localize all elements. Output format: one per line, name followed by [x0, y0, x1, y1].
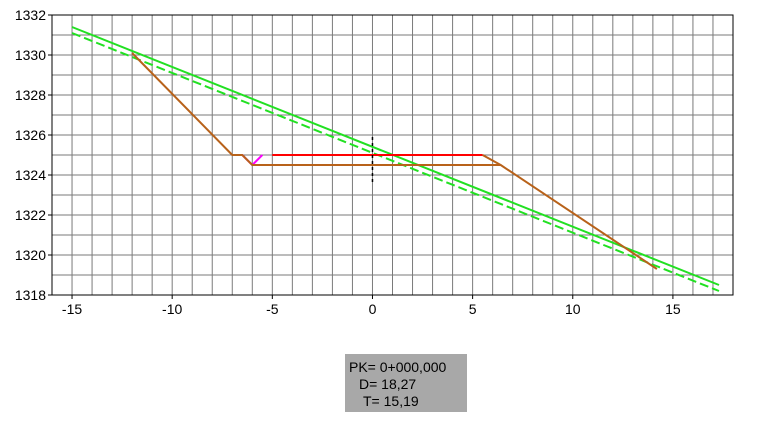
- grid-lines: [52, 15, 733, 295]
- y-tick-label: 1330: [15, 47, 46, 63]
- x-tick-label: 15: [665, 301, 681, 317]
- y-tick-label: 1322: [15, 207, 46, 223]
- y-tick-label: 1332: [15, 7, 46, 23]
- x-tick-label: -15: [62, 301, 82, 317]
- y-tick-label: 1318: [15, 287, 46, 303]
- pk-label: PK= 0+000,000: [349, 359, 447, 375]
- x-tick-label: 0: [369, 301, 377, 317]
- series-line-4: [131, 52, 658, 270]
- plot-frame: [51, 14, 734, 296]
- x-tick-label: -5: [266, 301, 279, 317]
- y-tick-label: 1324: [15, 167, 46, 183]
- x-tick-label: 5: [469, 301, 477, 317]
- series-line-5: [482, 154, 502, 166]
- distance-label: D= 18,27: [359, 376, 417, 392]
- y-axis-ticks: 1318 1320 1322 1324 1326 1328 1330 1332: [15, 7, 52, 303]
- x-tick-label: -10: [162, 301, 182, 317]
- t-label: T= 15,19: [363, 393, 419, 409]
- x-tick-label: 10: [565, 301, 581, 317]
- y-tick-label: 1326: [15, 127, 46, 143]
- series-line-1: [71, 32, 720, 292]
- y-tick-label: 1328: [15, 87, 46, 103]
- series-group: [71, 26, 720, 292]
- info-box: PK= 0+000,000 D= 18,27 T= 15,19: [345, 354, 467, 412]
- x-axis-ticks: -15 -10 -5 0 5 10 15: [62, 295, 681, 317]
- y-tick-label: 1320: [15, 247, 46, 263]
